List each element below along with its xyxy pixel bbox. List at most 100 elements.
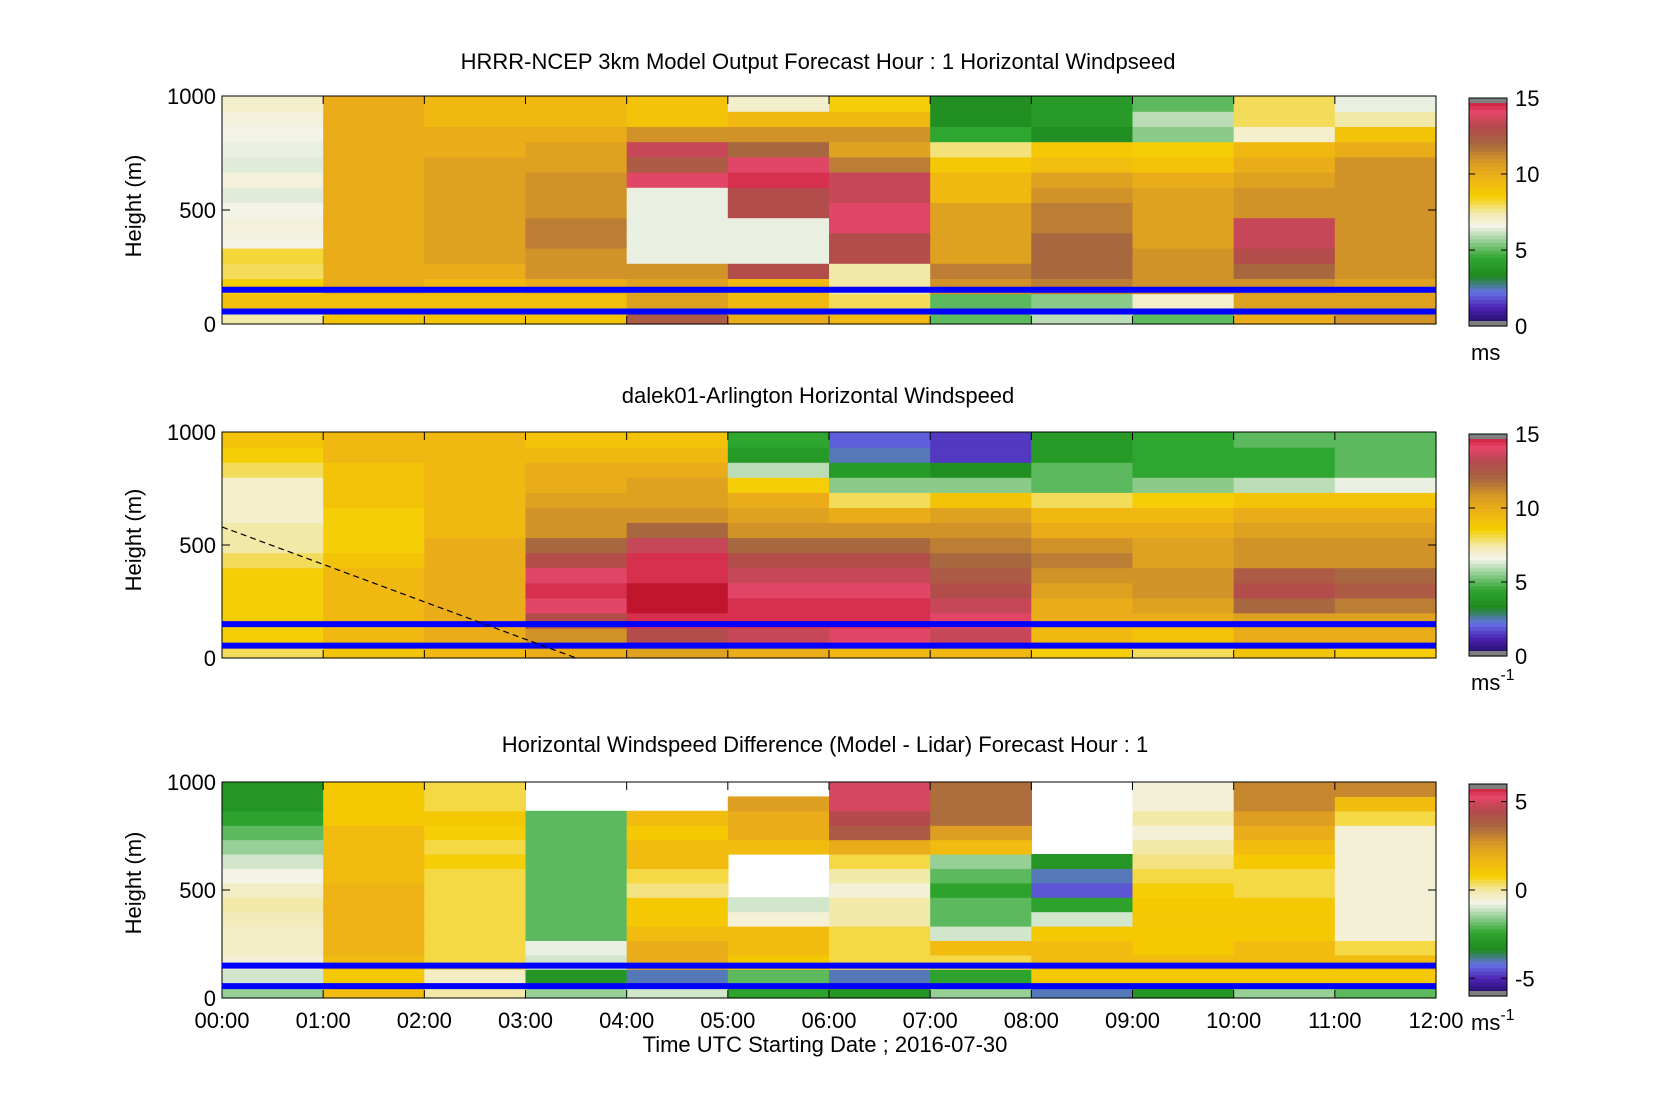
heatmap-cell: [1132, 839, 1235, 855]
heatmap-cell: [1031, 111, 1134, 127]
heatmap-cell: [424, 567, 527, 584]
colorbar-segment: [1469, 946, 1507, 951]
colorbar-segment: [1469, 193, 1507, 198]
heatmap-cell: [1233, 567, 1336, 584]
heatmap-cell: [525, 552, 628, 569]
heatmap-cell: [829, 926, 931, 941]
colorbar-segment: [1469, 522, 1507, 528]
colorbar-segment: [1469, 500, 1507, 505]
heatmap-cell: [930, 810, 1032, 826]
heatmap-cell: [727, 172, 830, 188]
heatmap-cell: [1233, 202, 1336, 219]
heatmap-cell: [1233, 537, 1336, 554]
heatmap-cell: [1031, 172, 1134, 188]
heatmap-cell: [1132, 854, 1235, 869]
colorbar-segment: [1469, 448, 1507, 454]
heatmap-cell: [626, 522, 729, 539]
heatmap-cell: [222, 432, 324, 448]
colorbar-segment: [1469, 170, 1507, 175]
colorbar-segment: [1469, 840, 1507, 845]
colorbar-segment: [1469, 865, 1507, 870]
heatmap-cell: [525, 96, 628, 112]
heatmap-cell: [1233, 926, 1336, 941]
heatmap-cell: [1132, 940, 1235, 956]
colorbar-segment: [1469, 900, 1507, 905]
heatmap-cell: [1132, 926, 1235, 941]
heatmap-cell: [1334, 172, 1437, 188]
colorbar-segment: [1469, 879, 1507, 884]
heatmap-cell: [829, 868, 931, 884]
heatmap-cell: [1031, 926, 1134, 941]
heatmap-cell: [424, 187, 527, 203]
heatmap-cell: [727, 911, 830, 927]
heatmap-cell: [525, 567, 628, 584]
colorbar-segment: [1469, 593, 1507, 598]
panel-difference-blue-lines: [222, 962, 1436, 990]
heatmap-cell: [1233, 868, 1336, 884]
heatmap-cell: [222, 462, 324, 478]
heatmap-cell: [829, 217, 931, 234]
heatmap-cell: [525, 911, 628, 927]
heatmap-cell: [1334, 507, 1437, 523]
heatmap-cell: [626, 552, 729, 569]
heatmap-cell: [1132, 432, 1235, 448]
colorbar-segment: [1469, 596, 1507, 602]
heatmap-cell: [930, 187, 1032, 203]
heatmap-cell: [930, 96, 1032, 112]
heatmap-cell: [1334, 187, 1437, 203]
colorbar-tick-label: 15: [1515, 422, 1539, 447]
heatmap-cell: [222, 582, 324, 599]
heatmap-cell: [424, 172, 527, 188]
colorbar-segment: [1469, 257, 1507, 262]
heatmap-cell: [930, 126, 1032, 143]
heatmap-cell: [1233, 232, 1336, 249]
colorbar-segment: [1469, 147, 1507, 152]
heatmap-cell: [222, 202, 324, 219]
colorbar-segment: [1469, 166, 1507, 171]
heatmap-cell: [727, 156, 830, 173]
heatmap-cell: [626, 293, 729, 310]
heatmap-cell: [1233, 825, 1336, 841]
heatmap-cell: [222, 796, 324, 812]
heatmap-cell: [1031, 582, 1134, 599]
colorbar-segment: [1469, 196, 1507, 202]
colorbar-segment: [1469, 890, 1507, 895]
colorbar-segment: [1469, 441, 1507, 446]
heatmap-cell: [222, 447, 324, 463]
colorbar-segment: [1469, 904, 1507, 909]
heatmap-cell: [727, 187, 830, 203]
colorbar-segment: [1469, 318, 1507, 323]
colorbar-segment: [1469, 858, 1507, 863]
colorbar-segment: [1469, 985, 1507, 990]
heatmap-cell: [829, 627, 931, 644]
colorbar-tick-label: -5: [1515, 966, 1535, 991]
heatmap-cell: [727, 582, 830, 599]
heatmap-cell: [626, 582, 729, 599]
heatmap-cell: [222, 232, 324, 249]
heatmap-cell: [1334, 111, 1437, 127]
heatmap-cell: [424, 447, 527, 463]
heatmap-cell: [323, 782, 425, 797]
heatmap-cell: [424, 248, 527, 264]
heatmap-cell: [424, 782, 527, 797]
heatmap-cell: [323, 582, 425, 599]
panel-difference-y-ticks: 0 500 1000: [167, 770, 1436, 1011]
colorbar-segment: [1469, 215, 1507, 221]
colorbar-segment: [1469, 307, 1507, 312]
colorbar-segment: [1469, 238, 1507, 243]
colorbar-segment: [1469, 978, 1507, 983]
heatmap-cell: [626, 897, 729, 913]
heatmap-cell: [829, 447, 931, 463]
heatmap-cell: [727, 597, 830, 614]
colorbar-segment: [1469, 526, 1507, 531]
colorbar-segment: [1469, 272, 1507, 278]
heatmap-cell: [930, 522, 1032, 539]
panel-difference-x-ticks: [221, 782, 1437, 998]
colorbar-segment: [1469, 633, 1507, 639]
colorbar-segment: [1469, 533, 1507, 539]
heatmap-cell: [1132, 293, 1235, 310]
colorbar-tick-label: 0: [1515, 314, 1527, 339]
colorbar-cap: [1469, 321, 1507, 326]
heatmap-cell: [1132, 522, 1235, 539]
panel-model-blue-lines: [222, 286, 1436, 315]
